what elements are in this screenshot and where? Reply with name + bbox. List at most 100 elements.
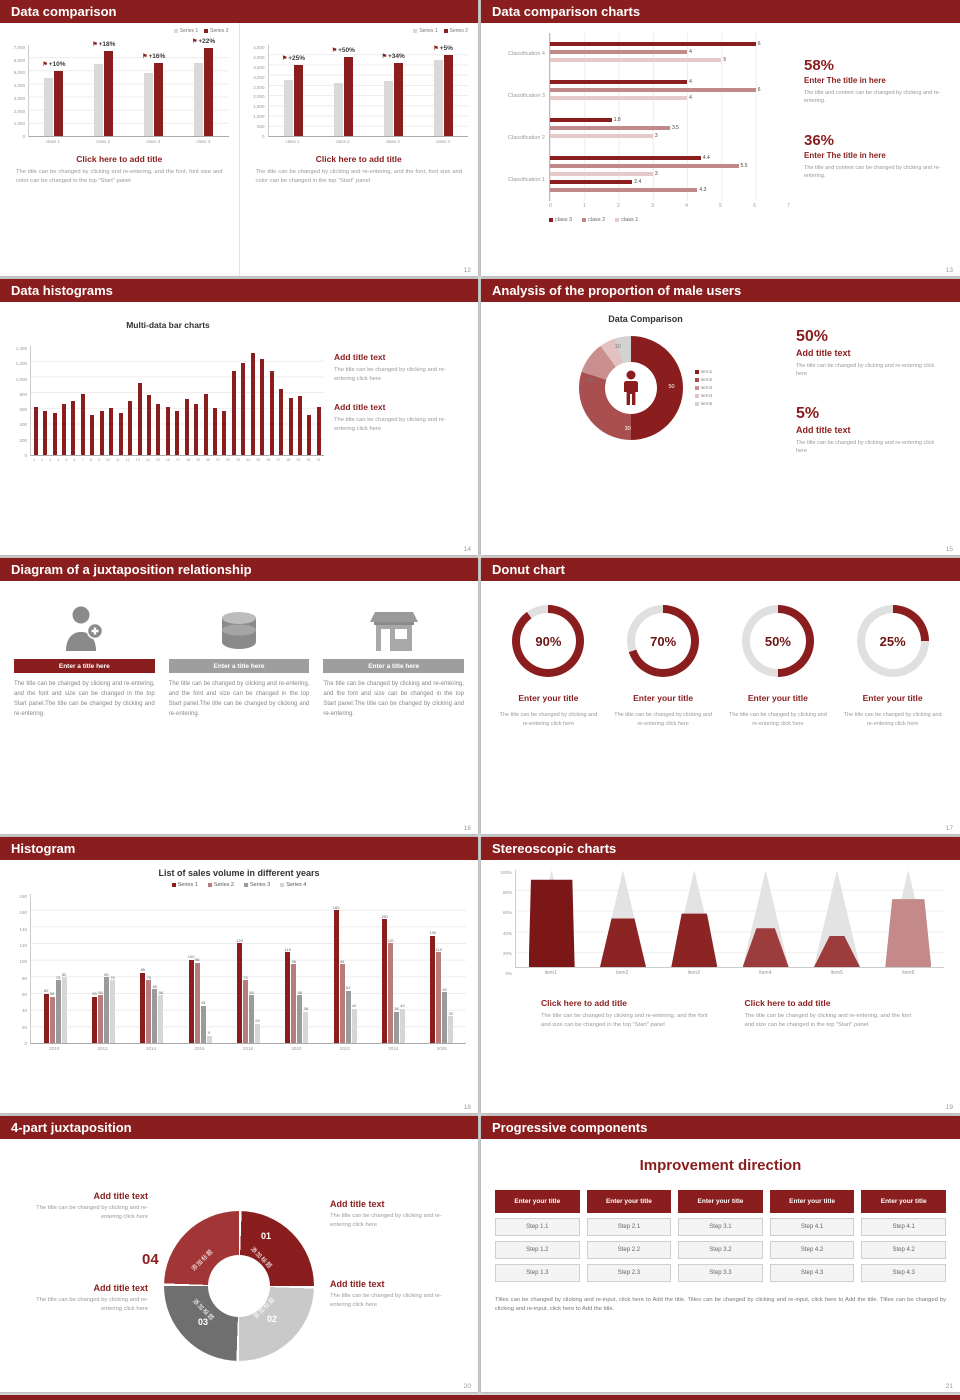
- donut-chart: 10 50 30 10: [578, 336, 683, 440]
- x-tick-label: 4: [685, 203, 688, 209]
- slide-content: Add title text The title can be changed …: [0, 1139, 478, 1392]
- y-tick-label: 40%: [502, 930, 512, 936]
- growth-value: +34%: [387, 53, 405, 61]
- y-tick-label: 20: [21, 1024, 27, 1030]
- bar: [99, 411, 104, 455]
- step-column: Enter your title Step 1.1 Step 1.2 Step 1.3: [495, 1190, 580, 1282]
- y-tick-label: 100: [19, 959, 27, 965]
- x-tick-label: 28: [286, 458, 291, 462]
- bar-value-label: 32: [448, 1010, 454, 1016]
- text-block: Click here to add title The title can be…: [541, 988, 715, 1030]
- y-tick-label: 500: [256, 124, 265, 129]
- x-tick-label: 14: [145, 458, 150, 462]
- x-tick-label: 2026: [436, 1046, 447, 1051]
- x-tick-label: 15: [155, 458, 160, 462]
- bar-value-label: 4: [689, 49, 692, 55]
- item-title-bar: Enter a title here: [323, 659, 465, 673]
- bar: [297, 396, 302, 455]
- y-tick-label: 4,000: [253, 54, 265, 60]
- step-cell: Step 4.3: [769, 1264, 855, 1282]
- cone: [885, 870, 932, 967]
- chart-title: List of sales volume in different years: [158, 868, 320, 878]
- block-body: The title can be changed by clicking and…: [334, 416, 446, 432]
- bar-group: [137, 346, 142, 455]
- juxtaposition-item: Enter a title here The title can be chan…: [323, 597, 465, 834]
- y-tick-label: 200: [19, 437, 27, 443]
- step-column: Enter your title Step 2.1 Step 2.2 Step 2.3: [586, 1190, 672, 1282]
- legend-label: Series 1: [179, 28, 199, 34]
- bar: 110: [285, 947, 291, 1043]
- chart-y-axis: 100% 80% 60% 40% 20% 0%: [497, 870, 515, 976]
- bar-value-label: 110: [435, 946, 442, 952]
- y-tick-label: 600: [19, 407, 27, 413]
- text-column: Add title text The title can be changed …: [324, 312, 466, 555]
- flag-icon: ⚑: [142, 54, 148, 61]
- title-button: Enter your title: [678, 1190, 763, 1213]
- bar: 120: [236, 938, 243, 1043]
- bar-value-label: 58: [98, 989, 103, 995]
- legend-label: Series 4: [286, 882, 307, 888]
- page-number: 13: [945, 267, 953, 274]
- x-tick-label: item5: [830, 970, 843, 976]
- stat-value: 58%: [804, 57, 835, 74]
- legend-item: Series 1: [413, 28, 438, 34]
- bar: [33, 407, 38, 455]
- slide-15-male-users-proportion: Analysis of the proportion of male users…: [481, 279, 960, 555]
- page-number: 14: [463, 546, 471, 553]
- bar: [203, 393, 208, 455]
- bar: [213, 408, 218, 455]
- growth-label: ⚑ +5%: [433, 45, 453, 52]
- donut-description: The title can be changed by clicking and…: [843, 712, 942, 727]
- legend-swatch: [443, 29, 448, 33]
- slide-content: Series 1 Series 2 7,000 6,000 5,000 4,000 3,…: [0, 23, 478, 276]
- legend-swatch: [694, 378, 699, 382]
- legend-swatch: [244, 883, 248, 887]
- bar-group: [146, 346, 151, 455]
- bar-group: 110 96 58 38: [285, 894, 309, 1043]
- bar-group: [62, 346, 67, 455]
- legend-item: item1: [694, 370, 712, 375]
- category-label: Classification 1: [508, 177, 545, 183]
- donut-item: 70% Enter your title The title can be chan…: [606, 605, 721, 834]
- slide-content: Multi-data bar charts 1,400 1,200 1,000 800…: [0, 302, 478, 555]
- y-tick-label: 80%: [502, 890, 512, 896]
- bar-group: [43, 346, 48, 455]
- bar: 32: [448, 1011, 454, 1043]
- bar: 80: [103, 972, 109, 1043]
- chart-plot: ⚑ +25% ⚑ +50% ⚑ +34% ⚑ +5%: [267, 45, 468, 137]
- y-tick-label: 100%: [500, 870, 512, 875]
- bar: [293, 65, 303, 136]
- chart-plot: [515, 870, 944, 968]
- step-cell: Step 2.2: [586, 1241, 672, 1259]
- slide-content: List of sales volume in different years …: [0, 860, 478, 1113]
- progress-ring: 90%: [512, 605, 585, 677]
- slide-content: Enter a title here The title can be chan…: [0, 581, 478, 834]
- stat-block: 58% Enter The title in here The title an…: [804, 57, 944, 106]
- bar: [128, 400, 133, 455]
- bar: [550, 179, 633, 185]
- flag-icon: ⚑: [381, 54, 387, 61]
- x-tick-label: 6: [753, 203, 756, 209]
- bar: 98: [194, 957, 200, 1043]
- bar: 120: [387, 938, 394, 1043]
- donut-description: The title can be changed by clicking and…: [614, 712, 713, 727]
- y-tick-label: 6,000: [13, 57, 25, 63]
- x-tick-label: item3: [687, 970, 700, 976]
- slide-16-juxtaposition-relationship: Diagram of a juxtaposition relationship …: [0, 558, 478, 834]
- bar-value-label: 60: [43, 988, 49, 994]
- column-chart: 1,400 1,200 1,000 800 600 400 200 0 1 2 3 4 5 6 7 8 9 10 1…: [12, 346, 324, 462]
- y-tick-label: 1,000: [253, 114, 265, 120]
- legend-swatch: [207, 883, 212, 887]
- bar-group: 55 58 80 76: [91, 894, 115, 1043]
- y-tick-label: 0: [24, 452, 27, 458]
- bar: [118, 412, 123, 455]
- bar: [550, 125, 670, 131]
- x-tick-label: 5: [65, 458, 68, 462]
- text-block: Click here to add title The title can be…: [745, 988, 919, 1030]
- legend-item: class 1: [615, 217, 638, 223]
- bar: 76: [109, 975, 115, 1043]
- x-tick-label: 2010: [49, 1046, 60, 1051]
- bar-group: 60 55 75 80: [43, 894, 67, 1043]
- slide-title: 4-part juxtaposition: [11, 1120, 132, 1135]
